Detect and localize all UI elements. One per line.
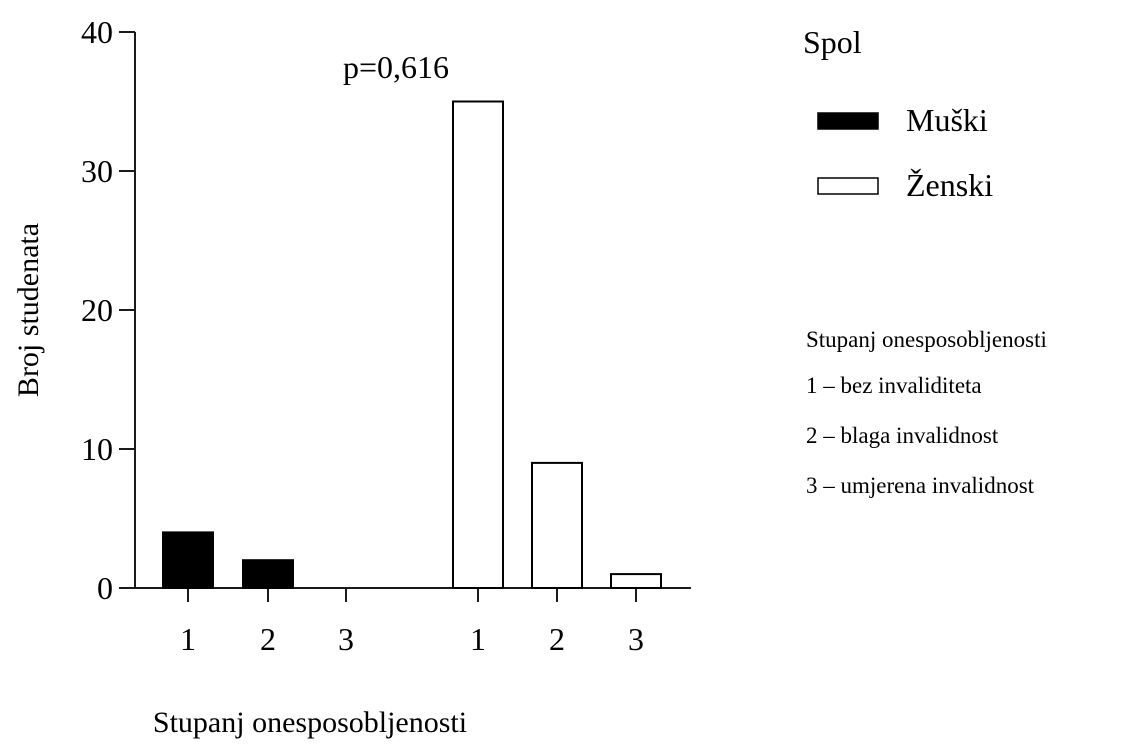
legend: Spol Muški Ženski	[803, 24, 993, 203]
y-tick-label: 30	[81, 153, 113, 189]
y-tick-label: 10	[81, 431, 113, 467]
category-note: Stupanj onesposobljenosti 1 – bez invali…	[806, 327, 1047, 498]
legend-label-muski: Muški	[906, 102, 988, 138]
y-tick-label: 0	[97, 570, 113, 606]
p-value-annotation: p=0,616	[343, 49, 449, 85]
x-axis-title: Stupanj onesposobljenosti	[153, 706, 467, 739]
note-item-2: 2 – blaga invalidnost	[806, 423, 999, 448]
bar-muski-2	[242, 559, 294, 590]
note-title: Stupanj onesposobljenosti	[806, 327, 1047, 352]
y-axis-title: Broj studenata	[12, 223, 45, 397]
y-tick-label: 40	[81, 14, 113, 50]
legend-swatch-muski	[817, 112, 879, 130]
x-tick-label: 2	[260, 621, 276, 657]
legend-title: Spol	[803, 24, 862, 60]
y-tick-label: 20	[81, 292, 113, 328]
legend-label-zenski: Ženski	[906, 167, 993, 203]
x-tick-label: 2	[549, 621, 565, 657]
bar-zenski-2	[531, 461, 583, 589]
x-tick-label: 1	[470, 621, 486, 657]
x-tick-label: 3	[628, 621, 644, 657]
legend-swatch-zenski	[817, 177, 879, 195]
note-item-3: 3 – umjerena invalidnost	[806, 473, 1035, 498]
x-tick-label: 3	[338, 621, 354, 657]
bar-muski-1	[162, 531, 214, 590]
x-tick-label: 1	[180, 621, 196, 657]
bar-zenski-1	[452, 100, 504, 589]
note-item-1: 1 – bez invaliditeta	[806, 373, 982, 398]
bar-zenski-3	[610, 573, 662, 589]
